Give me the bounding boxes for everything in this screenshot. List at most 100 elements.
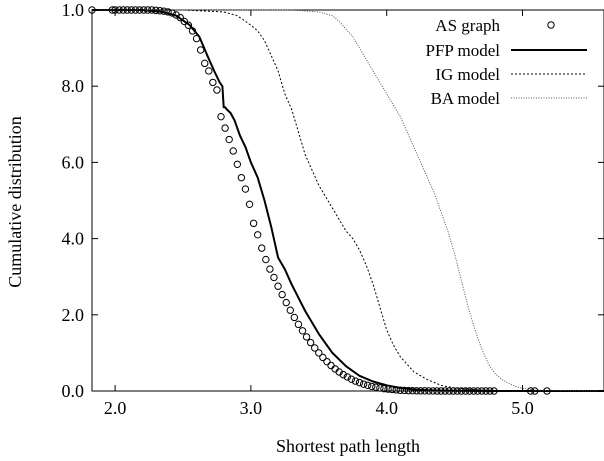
data-point-as-graph-26 [209,78,217,87]
data-point-as-graph-25 [205,67,213,75]
data-point-as-graph-63 [359,380,368,388]
data-point-as-graph-36 [249,219,258,228]
data-point-as-graph-29 [221,124,229,132]
axis-ticks [92,9,604,392]
data-point-as-graph-53 [319,353,327,362]
data-point-as-graph-70 [388,385,396,394]
data-point-as-graph-50 [306,338,315,347]
y-axis-title: Cumulative distribution [5,116,25,288]
data-point-as-graph-94 [486,387,494,395]
axis-tick-labels: 2.0 3.0 4.0 5.0 0.0 2.0 4.0 6.0 8.0 1.0 [62,0,534,418]
data-point-as-graph-39 [262,255,270,264]
data-point-as-graph-43 [278,290,286,299]
data-point-as-graph-46 [290,313,299,322]
data-point-as-graph-79 [425,387,433,395]
data-point-as-graph-93 [482,387,490,395]
data-point-as-graph-90 [469,387,478,395]
data-point-as-graph-13 [156,7,164,15]
data-point-as-graph-91 [473,387,482,395]
x-tick-label-0: 2.0 [104,398,127,418]
x-axis-title: Shortest path length [276,436,420,456]
data-point-as-graph-49 [302,333,311,341]
data-point-as-graph-97 [531,387,539,395]
data-point-as-graph-18 [176,13,184,22]
data-point-as-graph-77 [416,387,425,395]
data-point-as-graph-61 [351,377,360,385]
data-point-as-graph-19 [180,17,189,26]
data-point-as-graph-78 [421,387,429,395]
data-point-as-graph-15 [164,8,172,16]
y-tick-label-5: 1.0 [62,0,85,20]
data-point-as-graph-64 [363,381,372,389]
y-tick-label-1: 2.0 [62,305,85,325]
series-markers [88,6,551,395]
data-point-as-graph-73 [400,386,409,395]
data-point-as-graph-58 [339,370,347,379]
data-point-as-graph-11 [148,6,156,14]
data-point-as-graph-16 [168,9,176,17]
series-line-ig-model [92,9,604,392]
data-point-as-graph-59 [343,373,352,381]
data-point-as-graph-47 [294,320,303,329]
data-point-as-graph-82 [437,387,445,395]
series-line-ba-model [92,9,604,392]
data-point-as-graph-37 [253,231,262,239]
data-point-as-graph-38 [258,244,266,252]
data-point-as-graph-8 [135,6,144,14]
legend-label-ig-model: IG model [435,65,500,84]
x-tick-label-2: 4.0 [375,398,398,418]
data-point-as-graph-52 [315,349,323,357]
data-point-as-graph-98 [543,387,551,395]
data-point-as-graph-32 [233,160,242,169]
data-point-as-graph-54 [323,357,331,366]
data-point-as-graph-92 [478,387,486,395]
data-point-as-graph-22 [192,34,201,43]
data-point-as-graph-24 [201,59,209,68]
data-point-as-graph-75 [408,386,417,395]
data-point-as-graph-9 [139,6,148,14]
data-point-as-graph-67 [376,384,384,392]
data-point-as-graph-60 [347,375,356,383]
data-point-as-graph-83 [441,387,449,395]
data-point-as-graph-27 [213,86,221,94]
data-point-as-graph-69 [384,385,392,393]
data-point-as-graph-10 [143,6,152,14]
legend: AS graph PFP model IG model BA model [426,16,587,108]
data-point-as-graph-87 [457,387,466,395]
legend-label-as-graph: AS graph [435,16,500,35]
data-point-as-graph-84 [445,387,453,395]
series-curves [92,9,604,392]
data-point-as-graph-4 [119,6,127,14]
data-point-as-graph-34 [241,185,250,193]
y-tick-label-4: 8.0 [62,76,85,96]
series-line-pfp-model [92,9,604,392]
data-point-as-graph-72 [396,386,404,394]
data-point-as-graph-45 [286,306,294,314]
legend-label-ba-model: BA model [431,89,501,108]
data-point-as-graph-89 [465,387,474,395]
data-point-as-graph-66 [372,383,380,391]
legend-swatch-as-graph [547,21,555,29]
data-point-as-graph-6 [127,6,136,14]
y-tick-label-3: 6.0 [62,152,85,172]
data-point-as-graph-31 [229,147,237,155]
data-point-as-graph-28 [217,112,225,121]
x-tick-label-3: 5.0 [511,398,534,418]
data-point-as-graph-51 [311,344,319,352]
data-point-as-graph-30 [225,135,233,144]
y-tick-label-0: 0.0 [62,381,85,401]
data-point-as-graph-20 [184,21,193,29]
data-point-as-graph-3 [115,6,123,14]
data-point-as-graph-81 [433,387,441,395]
data-point-as-graph-12 [152,6,160,15]
data-point-as-graph-7 [131,6,140,14]
data-point-as-graph-33 [237,173,246,182]
data-point-as-graph-14 [160,7,168,15]
data-point-as-graph-88 [461,387,470,395]
data-point-as-graph-85 [449,387,457,395]
data-point-as-graph-80 [429,387,437,395]
data-point-as-graph-74 [404,386,413,395]
data-point-as-graph-95 [490,387,498,395]
data-point-as-graph-35 [245,200,254,209]
